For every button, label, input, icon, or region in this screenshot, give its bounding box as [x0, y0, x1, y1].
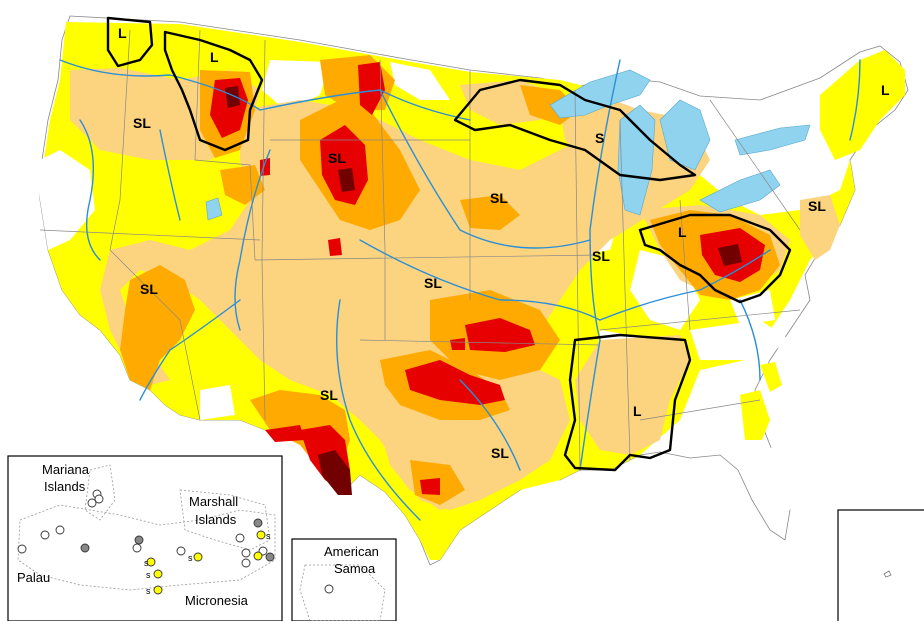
island-hatched — [80, 518, 275, 562]
state-boundaries — [39, 29, 801, 471]
right-inset — [837, 509, 924, 621]
boundary-south — [563, 333, 692, 472]
boundary-mt-west — [106, 16, 154, 68]
rivers — [59, 59, 861, 521]
impact-label-sl-plains-north: SL — [490, 190, 508, 206]
mariana-islands-label-1: Mariana — [42, 462, 90, 477]
mariana-islands-label-2: Islands — [44, 479, 86, 494]
impact-label-s-michigan: S — [595, 130, 604, 146]
short-term-marker-1: s — [144, 558, 149, 568]
marshall-islands-label-2: Islands — [195, 512, 237, 527]
pacific-islands-inset: s s s s s Mariana Islands Marshall Islan… — [7, 455, 283, 621]
impact-label-l-mt-east: L — [210, 49, 219, 65]
marshall-islands-label-1: Marshall — [189, 494, 238, 509]
boundary-mt-east — [163, 30, 264, 152]
impact-label-sl-texas-east: SL — [491, 445, 509, 461]
island-yellow — [146, 530, 266, 595]
impact-label-sl-midwest: SL — [592, 248, 610, 264]
impact-label-sl-texas-west: SL — [320, 387, 338, 403]
island-circles — [17, 489, 268, 568]
palau-label: Palau — [17, 570, 50, 585]
impact-labels: L L SL SL S SL L SL SL L SL SL SL SL L — [118, 25, 890, 461]
short-term-marker-2: s — [146, 570, 151, 580]
samoa-label-2: Samoa — [334, 561, 376, 576]
impact-label-sl-mid-atlantic: SL — [808, 198, 826, 214]
boundary-ohio — [638, 213, 792, 304]
short-term-marker-5: s — [266, 531, 271, 541]
boundary-mi-wi — [453, 78, 697, 182]
great-lakes — [205, 69, 811, 221]
samoa-island — [324, 584, 334, 594]
drought-d4-layer — [225, 86, 742, 495]
great-salt-lake — [205, 197, 223, 221]
impact-label-sl-dakota: SL — [328, 150, 346, 166]
impact-label-l-maine: L — [881, 82, 890, 98]
short-term-marker-3: s — [146, 586, 151, 596]
micronesia-label: Micronesia — [185, 593, 249, 608]
impact-label-l-mt-west: L — [118, 25, 127, 41]
impact-label-l-south: L — [633, 403, 642, 419]
impact-label-l-ohio: L — [678, 224, 687, 240]
impact-label-sl-nw: SL — [133, 115, 151, 131]
impact-label-sl-southwest: SL — [140, 281, 158, 297]
short-term-marker-4: s — [188, 553, 193, 563]
impact-label-sl-kansas: SL — [424, 275, 442, 291]
impact-boundaries — [106, 16, 792, 472]
samoa-label-1: American — [324, 544, 379, 559]
american-samoa-inset: American Samoa — [291, 538, 397, 621]
